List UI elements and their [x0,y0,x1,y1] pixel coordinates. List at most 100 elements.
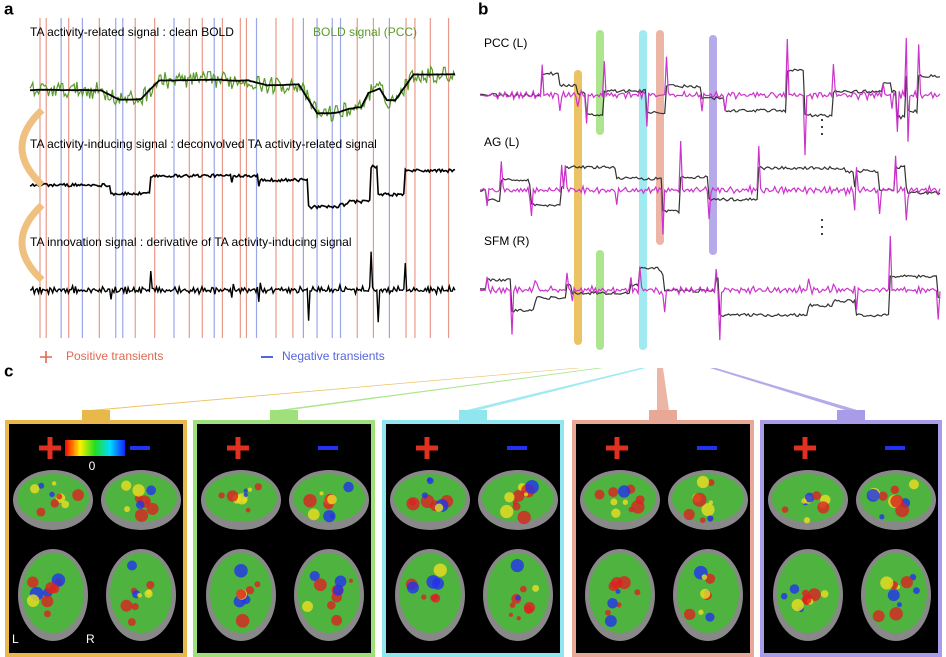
activation-blob [145,500,150,505]
activation-blob [146,589,152,595]
activation-blob [700,588,711,599]
activation-blob [247,487,253,492]
activation-blob [789,584,800,594]
activation-blob [44,610,51,618]
highlight [639,30,647,350]
activation-blob [343,481,354,493]
signal-trace [479,235,941,341]
plus-icon [794,437,816,459]
activation-blob [120,599,133,612]
trace-title: TA activity-inducing signal : deconvolve… [30,137,377,151]
connector-tab [837,410,865,420]
signal-trace [479,140,941,235]
activation-blob [327,494,337,505]
activation-blob [607,598,618,609]
activation-blob [433,563,447,577]
connector [710,368,857,410]
signal-trace [479,37,941,156]
activation-blob [684,608,696,621]
activation-blob [804,492,815,503]
activation-blob [51,481,57,486]
activation-blob [236,589,247,600]
dot [821,219,823,221]
activation-map [110,553,172,633]
foreground-layer [5,37,942,657]
trace-title: TA activity-related signal : clean BOLD [30,25,234,39]
activation-blob [38,482,45,489]
activation-blob [705,612,715,622]
side-left: L [12,632,19,646]
activation-blob [803,517,811,524]
activation-blob [611,508,621,518]
highlight [596,30,604,135]
activation-blob [900,576,913,589]
activation-blob [872,610,885,623]
activation-blob [41,595,54,608]
dot [821,226,823,228]
activation-blob [127,560,137,571]
activation-blob [707,515,714,522]
activation-blob [421,594,427,600]
activation-blob [500,504,514,519]
activation-blob [516,616,521,621]
colorbar [65,440,125,456]
activation-blob [508,612,513,617]
activation-blob [517,510,531,525]
signal-trace [29,64,456,122]
activation-blob [692,492,707,507]
activation-blob [127,618,136,626]
signal-trace [479,68,941,121]
curved-arrow [18,107,45,188]
panel-label: a [4,0,14,18]
activation-blob [226,490,239,502]
highlight [656,30,664,245]
panel-label: b [478,0,488,18]
activation-blob [313,578,327,592]
activation-blob [879,514,885,520]
activation-blob [698,609,704,615]
activation-blob [243,488,248,493]
activation-blob [348,578,354,583]
activation-blob [615,588,621,594]
background-layer [18,18,717,350]
activation-blob [890,485,900,494]
activation-blob [303,494,317,508]
activation-blob [146,580,155,589]
activation-blob [49,584,60,594]
activation-blob [617,485,631,498]
connector-tab [82,410,110,420]
highlight [574,70,582,345]
activation-blob [802,589,810,597]
activation-blob [124,506,131,513]
activation-blob [896,602,902,608]
connector-tab [459,410,487,420]
activation-blob [510,558,524,573]
bold-label: BOLD signal (PCC) [313,25,417,39]
activation-blob [243,492,248,497]
highlight [709,35,717,255]
activation-blob [327,600,336,610]
activation-blob [683,509,695,521]
signal-trace [480,266,941,318]
activation-blob [631,500,645,514]
activation-blob [610,577,623,589]
activation-map [298,553,360,633]
activation-blob [27,576,39,588]
activation-blob [434,503,444,512]
highlight-tail [596,250,604,350]
activation-blob [801,498,807,504]
activation-blob [431,593,441,603]
activation-blob [235,614,250,628]
activation-blob [135,500,145,510]
activation-blob [524,605,533,614]
activation-blob [218,492,225,499]
plus-icon [227,437,249,459]
activation-blob [245,507,251,513]
connector [278,368,603,410]
activation-blob [817,501,830,514]
dot [821,133,823,135]
activation-blob [333,585,344,596]
activation-blob [309,570,320,582]
connector-tab [649,410,677,420]
